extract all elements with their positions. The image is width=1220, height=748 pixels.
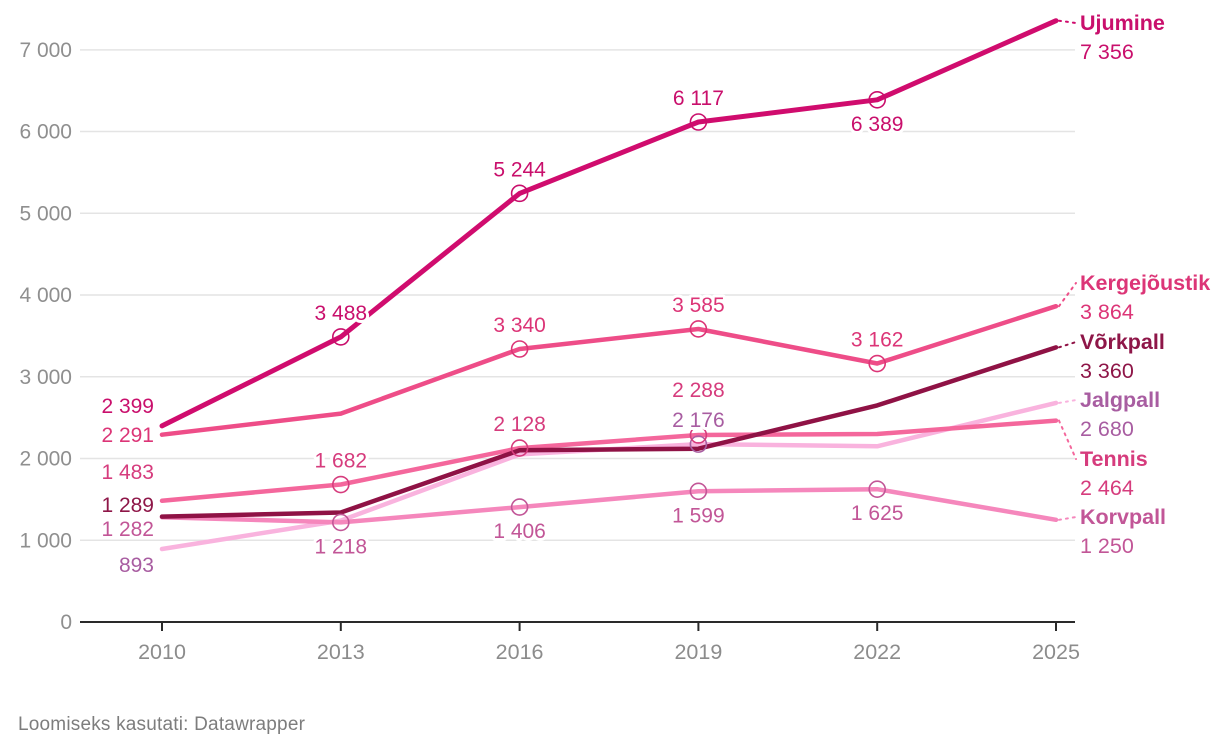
point-label-kergejõustik: 3 585 [672,294,725,317]
line-jalgpall [159,400,1059,552]
legend-value-kergejõustik: 3 864 [1080,300,1134,324]
point-label-tennis: 2 128 [493,413,546,436]
point-label-ujumine: 5 244 [493,158,546,181]
line-korvpall [159,486,1059,525]
x-tick-label: 2022 [853,640,901,664]
leader-võrkpall [1058,341,1077,349]
x-tick-label: 2019 [674,640,722,664]
legend-name-korvpall: Korvpall [1080,505,1166,529]
legend-name-tennis: Tennis [1080,447,1148,471]
x-tick-label: 2016 [496,640,544,664]
point-marker-korvpall [689,482,708,501]
point-label-ujumine: 6 389 [851,113,904,136]
point-marker-korvpall [868,480,887,498]
attribution-note: Loomiseks kasutati: Datawrapper [18,714,306,735]
x-tick-label: 2013 [317,640,365,664]
x-tick-label: 2025 [1032,640,1080,664]
leader-kergejõustik [1058,282,1077,308]
point-label-kergejõustik: 3 162 [851,329,904,352]
y-tick-label: 1 000 [19,529,72,552]
point-marker-kergejõustik [689,320,708,338]
point-label-ujumine: 2 399 [101,395,154,418]
point-label-korvpall: 1 406 [493,520,546,543]
point-label-tennis: 2 288 [672,379,725,402]
point-marker-korvpall [331,513,350,532]
y-tick-label: 4 000 [19,284,72,307]
leader-jalgpall [1058,399,1077,404]
point-marker-ujumine [510,184,529,203]
point-label-tennis: 1 682 [315,450,368,473]
point-label-kergejõustik: 2 291 [101,424,154,447]
point-label-korvpall: 1 218 [315,535,368,558]
point-label-kergejõustik: 3 340 [493,314,546,337]
point-label-korvpall: 1 625 [851,502,904,525]
legend-value-jalgpall: 2 680 [1080,417,1134,441]
point-label-tennis: 1 483 [101,461,154,484]
point-marker-kergejõustik [868,354,887,373]
line-ujumine [159,18,1059,429]
point-marker-tennis [331,475,350,494]
leader-tennis [1058,419,1077,460]
legend-name-ujumine: Ujumine [1080,11,1165,35]
point-label-jalgpall: 893 [119,554,154,577]
y-tick-label: 3 000 [19,366,72,389]
y-tick-label: 5 000 [19,202,72,225]
leader-ujumine [1058,19,1077,24]
point-marker-ujumine [689,113,708,131]
point-marker-ujumine [868,90,887,109]
legend-name-jalgpall: Jalgpall [1080,388,1160,412]
point-marker-tennis [510,439,529,457]
leader-korvpall [1058,516,1077,521]
legend-name-kergejõustik: Kergejõustik [1080,271,1210,295]
legend-value-tennis: 2 464 [1080,476,1134,500]
point-marker-korvpall [510,498,529,516]
point-label-võrkpall: 1 289 [101,494,154,517]
line-tennis [159,418,1059,504]
y-tick-label: 0 [60,611,72,634]
line-võrkpall [159,345,1059,519]
point-label-korvpall: 1 599 [672,504,725,527]
point-label-korvpall: 1 282 [101,518,154,541]
point-marker-jalgpall [689,435,708,453]
legend-value-võrkpall: 3 360 [1080,359,1134,383]
y-tick-label: 2 000 [19,448,72,471]
y-tick-label: 6 000 [19,121,72,144]
point-label-ujumine: 6 117 [673,87,724,110]
point-label-ujumine: 3 488 [315,302,368,325]
legend-value-korvpall: 1 250 [1080,534,1134,558]
x-tick-label: 2010 [138,640,186,664]
line-kergejõustik [159,303,1059,437]
point-marker-kergejõustik [510,340,529,358]
legend-name-võrkpall: Võrkpall [1080,330,1165,354]
legend-value-ujumine: 7 356 [1080,40,1134,64]
point-label-jalgpall: 2 176 [672,409,725,432]
point-marker-ujumine [331,328,350,346]
y-tick-label: 7 000 [19,39,72,62]
point-marker-tennis [689,426,708,444]
